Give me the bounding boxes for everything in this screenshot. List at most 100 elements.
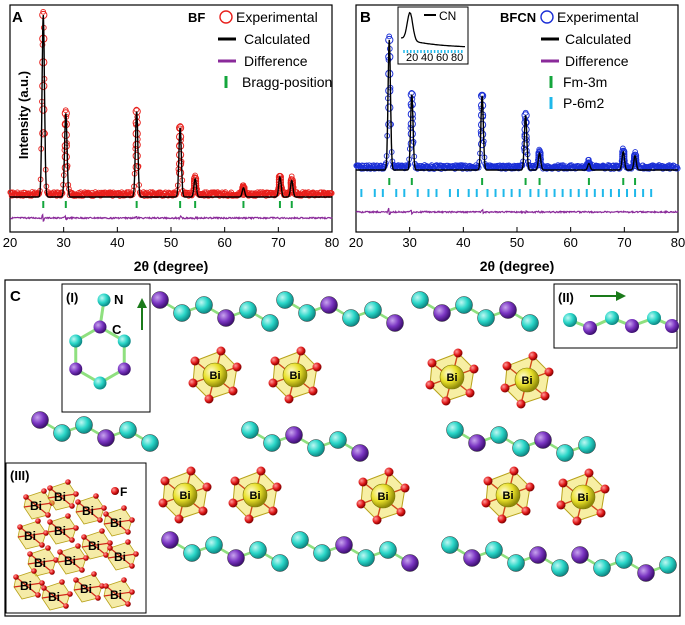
f-atom bbox=[69, 537, 75, 543]
f-atom bbox=[79, 567, 85, 573]
bi-label: Bi bbox=[34, 556, 46, 570]
f-atom bbox=[67, 591, 73, 597]
experimental-peak-point bbox=[132, 129, 141, 138]
purple-atom bbox=[571, 546, 589, 564]
bi-label: Bi bbox=[110, 588, 122, 602]
cyan-atom bbox=[512, 439, 530, 457]
cyan-atom bbox=[605, 311, 619, 325]
bi-label: Bi bbox=[447, 372, 458, 384]
panel-b-sample: BFCN bbox=[500, 10, 536, 25]
bif-bond bbox=[15, 576, 39, 596]
bi-atom bbox=[495, 482, 521, 508]
experimental-peak-point bbox=[61, 130, 70, 140]
f-atom bbox=[174, 514, 184, 524]
purple-atom bbox=[351, 444, 369, 462]
f-atom bbox=[384, 467, 394, 477]
bif-bond bbox=[81, 542, 111, 548]
cyan-atom bbox=[239, 301, 257, 319]
xtick-label: 80 bbox=[671, 235, 685, 250]
experimental-peak-point bbox=[535, 157, 544, 166]
f-atom bbox=[47, 485, 53, 491]
cyan-atom bbox=[342, 309, 360, 327]
f-atom bbox=[93, 493, 99, 499]
experimental-point bbox=[386, 33, 393, 40]
xtick-label: 20 bbox=[349, 235, 363, 250]
f-atom bbox=[99, 583, 105, 589]
legend-a-calc: Calculated bbox=[244, 31, 310, 47]
f-atom bbox=[53, 557, 59, 563]
bi-label: Bi bbox=[82, 504, 94, 518]
cyan-atom bbox=[521, 314, 539, 332]
inset-ii: (II) bbox=[553, 283, 679, 349]
f-atom bbox=[99, 528, 105, 534]
purple-atom bbox=[386, 314, 404, 332]
inset-curve bbox=[401, 11, 465, 48]
experimental-peak-point bbox=[584, 159, 594, 168]
f-atom bbox=[600, 484, 610, 494]
f-atom bbox=[232, 362, 242, 372]
f-atom bbox=[45, 545, 51, 551]
bif-bond bbox=[41, 593, 71, 599]
experimental-peak-point bbox=[132, 151, 141, 160]
atom-n-label: N bbox=[114, 292, 123, 307]
panel-a-label: A bbox=[12, 9, 23, 26]
f-atom bbox=[41, 488, 47, 494]
cyan-atom bbox=[490, 426, 508, 444]
f-atom bbox=[216, 346, 226, 356]
bif-bond bbox=[105, 513, 129, 533]
f-atom bbox=[372, 515, 382, 525]
inset-tick-20: 20 bbox=[406, 52, 418, 64]
legend-a-exp: Experimental bbox=[236, 9, 318, 25]
f-atom bbox=[103, 552, 109, 558]
bif-bond bbox=[57, 557, 87, 563]
f-atom bbox=[540, 391, 550, 401]
experimental-peak-point bbox=[385, 103, 394, 112]
f-atom bbox=[125, 529, 131, 535]
bi-label: Bi bbox=[54, 490, 66, 504]
panel-b-curves bbox=[353, 33, 681, 216]
bi-label: Bi bbox=[30, 499, 42, 513]
f-atom bbox=[69, 503, 75, 509]
bi-atom bbox=[439, 364, 465, 390]
cyan-atom bbox=[307, 439, 325, 457]
f-atom bbox=[521, 506, 531, 516]
f-atom bbox=[39, 542, 45, 548]
panel-b-xlabel: 2θ (degree) bbox=[480, 258, 554, 274]
bif-bond bbox=[109, 547, 133, 567]
experimental-point bbox=[616, 165, 623, 172]
f-atom bbox=[31, 568, 37, 574]
bi-label: Bi bbox=[64, 554, 76, 568]
cyan-atom bbox=[291, 531, 309, 549]
xtick-label: 50 bbox=[510, 235, 524, 250]
xtick-label: 60 bbox=[217, 235, 231, 250]
bif-bond bbox=[75, 507, 105, 513]
purple-atom bbox=[335, 536, 353, 554]
f-atom bbox=[270, 356, 280, 366]
crystal-lattice: Bi Bi Bi Bi Bi Bi Bi Bi Bi bbox=[31, 291, 677, 582]
cyan-atom bbox=[578, 436, 596, 454]
bif-bond bbox=[105, 585, 129, 605]
bif-bond bbox=[43, 587, 67, 607]
f-atom bbox=[528, 351, 538, 361]
experimental-peak-point bbox=[478, 111, 487, 120]
inset-legend: CN bbox=[439, 9, 456, 23]
cyan-atom bbox=[647, 311, 661, 325]
panel-c-label: C bbox=[10, 288, 21, 305]
f-atom bbox=[101, 505, 107, 511]
f-atom bbox=[228, 386, 238, 396]
difference-curve bbox=[9, 213, 333, 223]
panel-a-xticks: 20 30 40 50 60 70 80 bbox=[3, 227, 339, 250]
xtick-label: 30 bbox=[402, 235, 416, 250]
experimental-peak-point bbox=[385, 86, 394, 95]
cyan-atom bbox=[249, 541, 267, 559]
panel-b-inset: CN 20 40 60 80 bbox=[397, 6, 469, 65]
f-atom bbox=[129, 589, 135, 595]
f-atom bbox=[121, 505, 127, 511]
legend-a-exp-marker bbox=[219, 10, 233, 24]
bi-label: Bi bbox=[503, 490, 514, 502]
cn-chain bbox=[563, 311, 679, 335]
bi-label: Bi bbox=[578, 492, 589, 504]
f-atom bbox=[73, 491, 79, 497]
